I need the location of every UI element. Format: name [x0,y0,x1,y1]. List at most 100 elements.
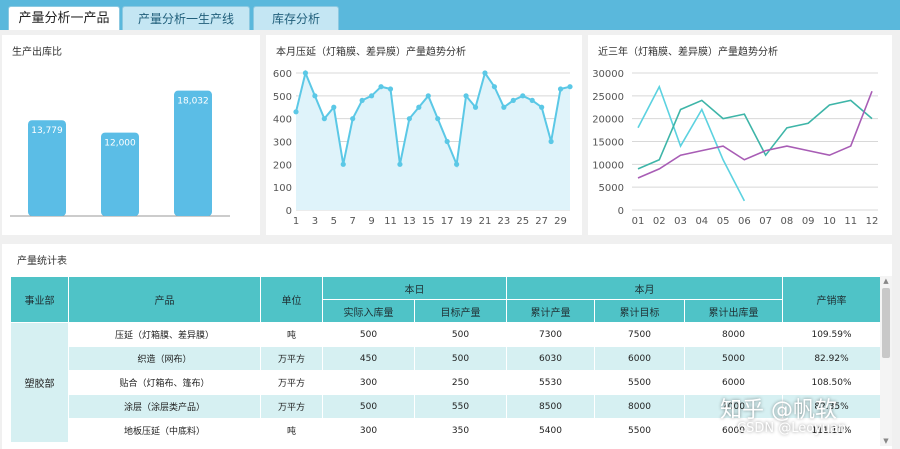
cell-cum: 8500 [506,394,595,419]
y-tick-label: 100 [273,183,292,194]
panel-title: 近三年（灯箱膜、差异膜）产量趋势分析 [598,47,778,58]
panel-production-outbound: 生产出库比 13,779 12,000 18,032 [2,35,260,235]
data-point [425,93,431,99]
bar-data-label: 18,032 [177,97,209,107]
data-point [435,116,441,122]
data-point [539,104,545,110]
cell-rate: 109.59% [782,322,881,347]
y-tick-label: 0 [286,206,292,217]
data-point [368,93,375,99]
x-tick-label: 06 [738,216,751,227]
cell-cum: 5400 [506,418,595,443]
x-tick-label: 12 [866,216,879,227]
scroll-up-arrow-icon[interactable]: ▲ [883,277,889,285]
header-actual-in: 实际入库量 [322,299,415,323]
data-point [501,104,507,110]
cell-rate: 108.50% [782,370,881,395]
cell-product: 涂层（涂层类产品） [68,394,261,419]
header-cum-target: 累计目标 [594,299,685,323]
x-tick-label: 19 [460,216,473,227]
tab-output-by-line[interactable]: 产量分析一生产线 [122,6,250,30]
x-tick-label: 25 [516,216,529,227]
x-tick-label: 1 [293,216,299,227]
table-scrollbar[interactable]: ▲ ▼ [880,276,892,446]
x-tick-label: 17 [441,216,454,227]
x-tick-label: 10 [823,216,836,227]
header-cum-output: 累计产量 [506,299,595,323]
y-tick-label: 0 [618,206,624,217]
header-target-today: 目标产量 [414,299,507,323]
table-row: 贴合（灯箱布、篷布） 万平方 300 250 5530 5500 6000 10… [11,370,881,395]
table-row: 涂层（涂层类产品） 万平方 500 550 8500 8000 7000 82.… [11,394,881,419]
y-tick-label: 20000 [592,115,624,126]
data-point [510,97,516,103]
watermark: 知乎 @帆软 [720,398,837,423]
cell-actual: 500 [322,322,415,347]
cell-cum-out: 7000 [684,394,783,419]
area-fill [296,73,570,210]
data-point [472,104,479,110]
data-point [482,70,488,76]
bar-chart: 13,779 12,000 18,032 [10,90,230,217]
data-point [293,109,299,115]
data-point [350,116,356,122]
x-tick-label: 13 [403,216,416,227]
y-tick-label: 600 [273,69,292,80]
cell-cum-out: 6000 [684,418,783,443]
x-tick-label: 11 [844,216,857,227]
data-point [378,84,384,90]
x-tick-label: 01 [632,216,645,227]
panel-title: 生产出库比 [12,47,62,58]
y-tick-label: 10000 [592,160,624,171]
bar [174,90,212,216]
panel-output-table: 产量统计表 事业部 产品 单位 本日 本月 产销率 实际入库量 目标产量 累计产… [2,244,892,449]
header-division: 事业部 [10,276,69,323]
cell-unit: 万平方 [260,394,323,419]
data-point [387,86,394,92]
cell-cum-out: 8000 [684,322,783,347]
x-tick-label: 04 [695,216,708,227]
series-line [637,84,746,202]
data-point [567,84,573,90]
data-point [463,93,469,99]
data-point [312,93,318,99]
data-point [557,86,564,92]
cell-product: 贴合（灯箱布、篷布） [68,370,261,395]
data-point [416,104,422,110]
header-product: 产品 [68,276,261,323]
cell-unit: 吨 [260,418,323,443]
cell-product: 织造（网布） [68,346,261,371]
cell-unit: 吨 [260,322,323,347]
tab-inventory[interactable]: 库存分析 [253,6,339,30]
division-cell: 塑胶部 [10,322,69,443]
cell-cum-target: 5500 [594,370,685,395]
series-line [637,90,873,179]
y-tick-label: 300 [273,138,292,149]
cell-target: 500 [414,322,507,347]
output-statistics-table: 事业部 产品 单位 本日 本月 产销率 实际入库量 目标产量 累计产量 累计目标… [10,276,881,443]
table-row: 织造（网布） 万平方 450 500 6030 6000 5000 82.92% [11,346,881,371]
scroll-down-arrow-icon[interactable]: ▼ [883,437,889,445]
x-tick-label: 07 [759,216,772,227]
cell-target: 500 [414,346,507,371]
data-point [321,116,327,122]
cell-rate: 82.92% [782,346,881,371]
header-today: 本日 [322,276,507,300]
x-tick-label: 15 [422,216,435,227]
x-tick-label: 7 [350,216,356,227]
data-point [548,138,554,145]
data-point [340,161,346,167]
data-point [406,116,412,122]
y-tick-label: 200 [273,160,292,171]
cell-actual: 500 [322,394,415,419]
scroll-thumb[interactable] [882,288,890,358]
tab-output-by-product[interactable]: 产量分析一产品 [8,6,120,30]
table-title: 产量统计表 [17,256,67,267]
cell-cum-target: 7500 [594,322,685,347]
y-tick-label: 400 [273,115,292,126]
y-tick-label: 15000 [592,138,624,149]
cell-cum: 6030 [506,346,595,371]
x-tick-label: 29 [554,216,567,227]
y-tick-label: 25000 [592,92,624,103]
